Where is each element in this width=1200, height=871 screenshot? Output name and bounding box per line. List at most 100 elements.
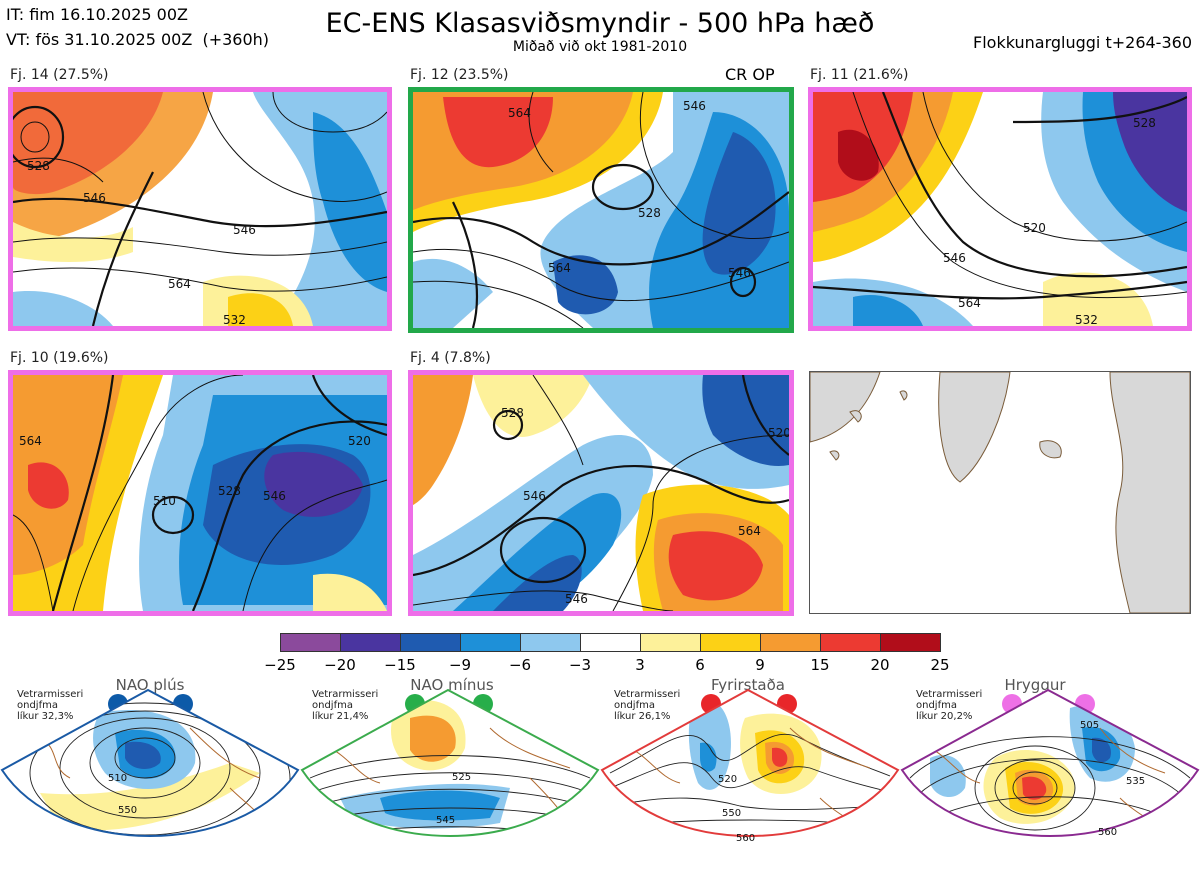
contour-label: 546: [728, 266, 751, 280]
regime-info-line: ondjfma: [17, 700, 58, 711]
positive-mid: [13, 375, 123, 575]
negative-core: [313, 112, 387, 292]
negative-peak: [264, 451, 363, 517]
positive-core: [772, 747, 788, 767]
cluster-panel-4: 564 510 528 546 520: [8, 370, 392, 616]
regime-map-4: 505 535 560: [900, 688, 1200, 864]
contour-label: 564: [738, 524, 761, 538]
regime-info-line: líkur 26,1%: [614, 711, 671, 722]
positive-anomaly: [40, 763, 260, 831]
contour-label: 564: [548, 261, 571, 275]
anomaly-map-1: 528 546 564 546 532: [13, 92, 387, 326]
page-subtitle: Miðað við okt 1981-2010: [512, 39, 688, 55]
weak-positive-south: [1043, 272, 1153, 326]
regime-outline: [600, 688, 900, 837]
cluster-panel-5: 528 546 564 520 546: [408, 370, 794, 616]
valid-time: VT: fös 31.10.2025 00Z (+360h): [6, 30, 270, 49]
regime-info-4: Vetrarmisseri ondjfma líkur 20,2%: [916, 689, 982, 722]
weak-positive: [13, 222, 133, 262]
regime-info-line: Vetrarmisseri: [614, 689, 681, 700]
contour-label: 505: [1080, 720, 1099, 731]
colorbar-tick: −6: [508, 656, 532, 674]
cluster-panel-1: 528 546 564 546 532: [8, 87, 392, 331]
regime-map-2: 525 545: [300, 688, 600, 837]
panel-badge-2: CR OP: [725, 65, 775, 84]
colorbar-cell: [760, 633, 821, 652]
islands: [829, 390, 908, 461]
positive-core: [13, 92, 163, 195]
contour-label: 510: [108, 773, 127, 784]
negative-mid: [700, 742, 717, 772]
colorbar-cell: [520, 633, 581, 652]
base-map: [810, 372, 1190, 613]
contour-label: 550: [118, 805, 137, 816]
weak-positive-north: [473, 375, 593, 437]
negative-mid: [380, 790, 500, 821]
colorbar-tick: 20: [870, 656, 890, 674]
contour-label: 546: [233, 223, 256, 237]
regime-info-line: ondjfma: [916, 700, 957, 711]
anomaly-map-4: 564 510 528 546 520: [13, 375, 387, 611]
contour-label: 510: [153, 494, 176, 508]
base-map-panel: [809, 371, 1191, 614]
colorbar-tick: −15: [384, 656, 416, 674]
contour-label: 564: [168, 277, 191, 291]
positive-core: [28, 462, 69, 509]
regime-name-2: NAO mínus: [410, 676, 494, 694]
regime-info-line: ondjfma: [312, 700, 353, 711]
contour-label: 520: [768, 426, 789, 440]
colorbar-tick: −3: [568, 656, 592, 674]
negative-south-core: [853, 295, 923, 326]
negative-core-south: [553, 255, 618, 315]
greenland: [938, 372, 1011, 483]
contour-label: 546: [683, 99, 706, 113]
colorbar-cell: [880, 633, 941, 652]
cluster-panel-3: 528 546 520 564 532: [808, 87, 1192, 331]
contour-label: 560: [736, 833, 755, 844]
regime-info-line: ondjfma: [614, 700, 655, 711]
initial-time: IT: fim 16.10.2025 00Z: [6, 5, 188, 24]
colorbar-tick: 25: [930, 656, 950, 674]
regime-info-3: Vetrarmisseri ondjfma líkur 26,1%: [614, 689, 680, 722]
colorbar-cell: [460, 633, 521, 652]
negative-trough-core: [493, 555, 582, 611]
regime-map-1: 510 550: [0, 688, 300, 837]
anomaly-map-5: 528 546 564 520 546: [413, 375, 789, 611]
colorbar-tick: 15: [810, 656, 830, 674]
contour-label: 528: [638, 206, 661, 220]
regime-name-4: Hryggur: [1004, 676, 1066, 694]
contour-label: 560: [1098, 827, 1117, 838]
positive-northwest: [413, 375, 473, 505]
positive-peak: [838, 129, 879, 181]
positive-south: [228, 293, 293, 326]
colorbar-tick: 9: [755, 656, 765, 674]
negative-southwest: [413, 258, 493, 328]
positive-core: [1022, 776, 1047, 800]
page-title: EC-ENS Klasasviðsmyndir - 500 hPa hæð: [325, 8, 875, 39]
regime-info-1: Vetrarmisseri ondjfma líkur 32,3%: [17, 689, 83, 722]
negative-trough: [413, 435, 653, 611]
colorbar-cell: [700, 633, 761, 652]
panel-label-2: Fj. 12 (23.5%): [410, 67, 509, 83]
contour-label: 528: [218, 484, 241, 498]
regime-info-2: Vetrarmisseri ondjfma líkur 21,4%: [312, 689, 378, 722]
panel-label-1: Fj. 14 (27.5%): [10, 67, 109, 83]
negative-south: [1012, 851, 1040, 864]
panel-label-5: Fj. 4 (7.8%): [410, 350, 491, 366]
regime-outline: [300, 688, 600, 837]
positive-core: [668, 531, 763, 601]
colorbar-cell: [820, 633, 881, 652]
contour-label: 520: [1023, 221, 1046, 235]
regime-info-line: Vetrarmisseri: [312, 689, 379, 700]
anomaly-map-3: 528 546 520 564 532: [813, 92, 1187, 326]
anomaly-map-2: 564 546 528 564 546: [413, 92, 789, 328]
regime-map-3: 520 550 560: [600, 688, 900, 844]
colorbar-cell: [580, 633, 641, 652]
contour-label: 564: [19, 434, 42, 448]
panel-label-3: Fj. 11 (21.6%): [810, 67, 909, 83]
iceland: [1039, 440, 1062, 459]
contour-label: 564: [508, 106, 531, 120]
contour-label: 564: [958, 296, 981, 310]
contour-label: 546: [523, 489, 546, 503]
regime-info-line: líkur 20,2%: [916, 711, 973, 722]
